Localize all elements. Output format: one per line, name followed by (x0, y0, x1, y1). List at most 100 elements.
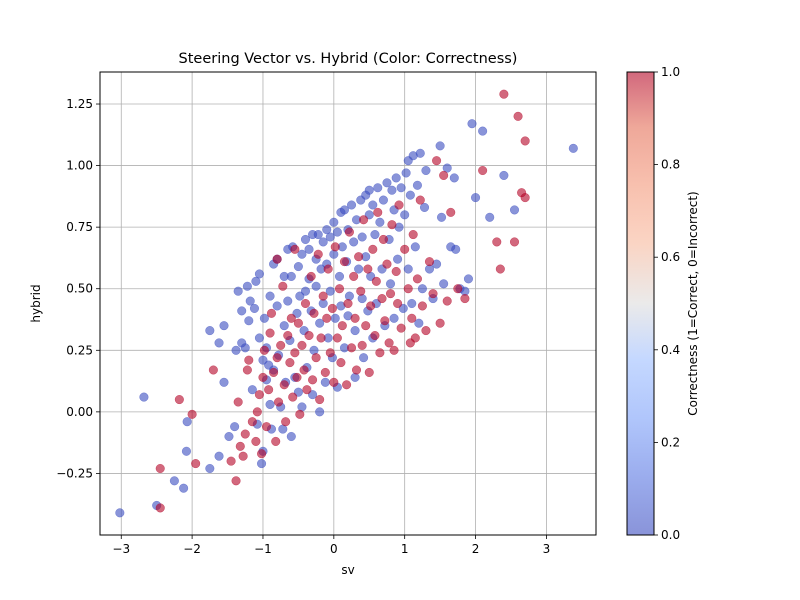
data-point (269, 367, 279, 378)
data-point (344, 291, 354, 301)
data-point (350, 372, 360, 382)
y-tick-label: 0.50 (66, 282, 93, 296)
data-point (332, 227, 342, 237)
data-point (240, 429, 250, 439)
data-point (410, 333, 420, 343)
data-point (265, 328, 275, 338)
data-point (357, 232, 367, 242)
data-point (393, 254, 403, 264)
data-point (346, 343, 357, 353)
colorbar-tick-label: 0.4 (661, 343, 680, 357)
data-point (343, 298, 353, 309)
data-point (286, 313, 296, 323)
data-point (419, 202, 430, 213)
y-tick-label: 0.25 (66, 343, 93, 357)
data-point (283, 330, 293, 341)
data-point (242, 281, 252, 291)
data-point (329, 249, 339, 259)
data-point (499, 89, 509, 99)
data-point (354, 252, 364, 262)
data-point (233, 397, 243, 407)
data-point (330, 242, 340, 252)
data-point (266, 308, 277, 318)
data-point (191, 459, 201, 469)
data-point (244, 316, 254, 326)
data-point (313, 229, 323, 240)
data-point (231, 476, 241, 486)
data-point (155, 503, 165, 513)
y-tick-label: −0.25 (56, 466, 93, 480)
data-point (254, 269, 264, 279)
data-point (485, 212, 495, 222)
data-point (259, 313, 269, 323)
colorbar-tick-label: 0.6 (661, 250, 680, 264)
data-point (293, 262, 303, 272)
data-point (169, 476, 179, 486)
data-point (316, 333, 326, 343)
data-point (323, 264, 333, 274)
colorbar-tick-label: 0.0 (661, 528, 680, 542)
data-point (329, 217, 339, 227)
data-point (315, 407, 325, 417)
data-point (412, 274, 422, 284)
data-point (375, 348, 385, 358)
data-point (460, 294, 470, 304)
data-point (400, 244, 410, 254)
x-tick-label: 0 (330, 542, 338, 556)
data-point (436, 212, 447, 222)
data-point (182, 417, 192, 427)
chart-title: Steering Vector vs. Hybrid (Color: Corre… (179, 51, 518, 67)
data-point (230, 422, 240, 432)
data-point (368, 244, 378, 254)
x-axis-label: sv (341, 563, 354, 577)
colorbar (626, 71, 655, 536)
data-point (349, 271, 359, 281)
data-point (371, 276, 381, 286)
data-point (304, 244, 314, 254)
data-point (442, 296, 452, 306)
data-point (417, 301, 427, 311)
data-point (292, 372, 302, 382)
data-point (435, 141, 445, 151)
data-point (349, 237, 359, 247)
x-tick-label: −2 (183, 542, 201, 556)
data-point (417, 284, 427, 294)
x-tick-label: 2 (472, 542, 480, 556)
data-point (428, 289, 438, 299)
x-tick-label: 3 (543, 542, 551, 556)
data-point (325, 232, 335, 242)
data-point (467, 119, 477, 129)
data-point (350, 313, 360, 323)
data-point (478, 126, 488, 136)
data-point (288, 392, 298, 402)
data-points (115, 89, 578, 518)
data-point (279, 380, 289, 390)
data-point (300, 234, 311, 245)
data-point (233, 286, 243, 296)
data-point (274, 397, 284, 407)
data-point (439, 279, 449, 289)
data-point (265, 291, 275, 301)
data-point (401, 168, 411, 178)
data-point (357, 294, 367, 304)
data-point (366, 301, 376, 311)
data-point (337, 321, 347, 331)
data-point (322, 225, 332, 235)
data-point (414, 318, 424, 328)
data-point (364, 185, 374, 195)
data-point (187, 409, 197, 419)
data-point (509, 205, 520, 215)
colorbar-tick-label: 0.2 (661, 435, 680, 449)
data-point (513, 111, 523, 121)
data-point (238, 451, 248, 461)
data-point (205, 463, 215, 474)
colorbar-tick-label: 0.8 (661, 158, 680, 172)
data-point (308, 375, 318, 385)
data-point (290, 244, 300, 254)
data-point (389, 345, 399, 355)
data-point (359, 353, 369, 363)
data-point (339, 205, 350, 215)
data-point (325, 348, 335, 358)
y-tick-label: 1.00 (66, 159, 93, 173)
